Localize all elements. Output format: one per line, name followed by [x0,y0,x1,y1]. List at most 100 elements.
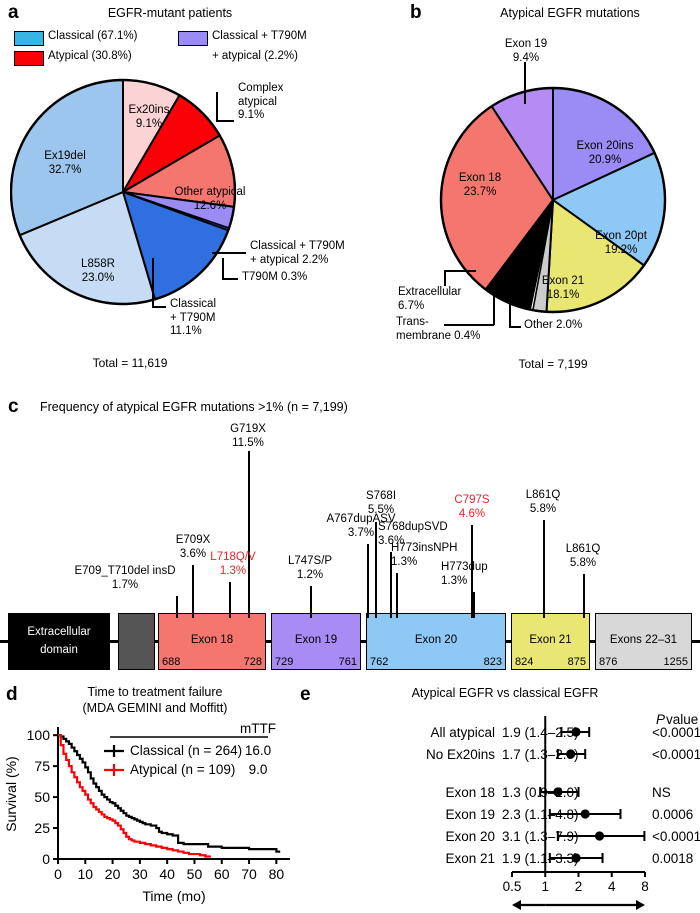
pie-a-label-t790m: T790M 0.3% [242,271,308,283]
forest-row-label: All atypical [430,725,495,740]
forest-row-point [566,749,576,759]
legend-swatch-classical-t790m-atypical [178,31,208,46]
panel-b-pie [437,80,667,320]
forest-p-header: P [656,712,665,727]
pie-a-leader-complex-h [216,120,234,122]
forest-xtick: 8 [641,879,649,894]
domain-exon-21-label: Exon 21 [529,634,572,646]
lollipop-stick-l861q-1 [543,520,545,618]
panel-d-letter: d [6,684,18,705]
legend-label-classical: Classical (67.1%) [48,30,138,42]
pie-b-label-transmembrane: Trans- membrane 0.4% [396,316,481,342]
panel-a-title: EGFR-mutant patients [107,6,233,20]
panel-b-total: Total = 7,199 [518,357,588,371]
forest-p-header-2: value [666,712,698,727]
panel-b-letter: b [410,2,422,23]
forest-xtick: 2 [575,879,583,894]
forest-xtick: 4 [608,879,616,894]
domain-transmembrane [118,613,155,670]
km-legend-header: mTTF [240,721,276,736]
domain-exon-19: Exon 19 729 761 [271,613,361,670]
pie-a-leader-ct-v [152,258,154,308]
pie-a-leader-t790m-v [222,258,224,280]
lollipop-stick-l861q-2 [583,574,585,618]
domain-exons-22-31: Exons 22–31 876 1255 [595,613,692,670]
forest-row-estimate: 1.7 (1.3–2.3) [502,747,579,762]
pie-b-leader-extracellular-h [444,270,476,272]
lollipop-stick-a767dupasv [367,544,369,618]
panel-a-total: Total = 11,619 [92,356,168,370]
pie-a-label-ex20ins: Ex20ins 9.1% [128,104,170,130]
panel-d-title-line1: Time to treatment failure [87,685,223,699]
pie-b-leader-transmembrane-v [493,290,495,325]
panel-e-title: Atypical EGFR vs classical EGFR [411,686,599,700]
domain-exon-21: Exon 21 824 875 [511,613,590,670]
mutation-label-h773insnph: H773insNPH 1.3% [391,542,458,568]
legend-label-classical-t790m-atypical-line2: + atypical (2.2%) [212,50,298,62]
km-legend-label-0: Classical (n = 264) [130,743,242,758]
forest-row-estimate: 1.9 (1.4–2.5) [502,725,579,740]
lollipop-stick-l747sp [310,586,312,618]
mutation-label-e709x: E709X 3.6% [175,534,211,560]
km-ytick: 100 [27,727,51,743]
forest-row-label: Exon 21 [445,851,495,866]
km-xtick: 60 [214,866,230,882]
panel-a-pie [10,75,240,320]
forest-row-estimate: 1.9 (1.1–3.3) [502,851,579,866]
lollipop-stick-g719x [248,451,250,618]
domain-extracellular: Extracellular domain [8,613,110,670]
km-ytick: 0 [42,851,50,867]
km-xtick: 80 [269,866,285,882]
mutation-label-e709-t710del-insd: E709_T710del insD 1.7% [74,565,176,591]
lollipop-stick-h773insnph [396,573,398,618]
panel-c-letter: c [8,396,19,417]
km-xtick: 50 [187,866,203,882]
km-ytick: 75 [34,758,50,774]
forest-row-point [594,831,605,841]
domain-exon-18: Exon 18 688 728 [158,613,266,670]
domain-exon-19-end: 761 [338,656,357,668]
pie-b-label-exon18: Exon 18 23.7% [458,172,502,198]
pie-a-leader-t790m-h [222,278,238,280]
pie-b-label-exon19: Exon 19 9.4% [504,38,548,64]
pie-a-label-ex19del: Ex19del 32.7% [44,150,86,176]
mutation-label-c797s: C797S 4.6% [454,494,490,520]
forest-row-estimate: 3.1 (1.3–7.9) [502,829,579,844]
km-xtick: 70 [241,866,257,882]
forest-row-point [571,727,581,737]
forest-xtick: 1 [541,879,549,894]
domain-exon-20-label: Exon 20 [414,634,458,646]
panel-d-chart: 0 25 50 75 100 0 10 20 30 40 50 60 70 80 Time (mo) Surv… [0,715,300,913]
domain-exon-21-start: 824 [515,656,534,668]
mutation-label-h773dup: H773dup 1.3% [441,561,488,587]
legend-label-classical-t790m-atypical-line1: Classical + T790M [212,30,307,42]
domain-extracellular-label1: Extracellular [27,626,91,638]
forest-row-estimate: 2.3 (1.1–4.8) [502,807,579,822]
forest-row-point [553,787,563,797]
lollipop-stick-h773dup [473,592,475,618]
pie-b-leader-transmembrane-h [444,324,494,326]
domain-exon-18-label: Exon 18 [190,634,234,646]
pie-a-label-other-atypical: Other atypical 12.6% [174,186,246,212]
pie-a-label-classical-t790m: Classical + T790M 11.1% [170,298,217,338]
km-ylabel: Survival (%) [3,756,19,831]
pie-b-label-other: Other 2.0% [524,319,583,331]
km-xtick: 30 [132,866,148,882]
pie-b-label-extracellular: Extracellular 6.7% [398,286,462,312]
forest-row-label: Exon 20 [445,829,495,844]
legend-swatch-atypical [14,51,44,66]
mutation-label-s768dupsvd: S768dupSVD 3.6% [378,521,448,547]
mutation-label-a767dupasv: A767dupASV 3.7% [326,513,396,539]
domain-exon-19-label: Exon 19 [294,634,338,646]
legend-label-atypical: Atypical (30.8%) [48,50,132,62]
forest-row-pvalue: <0.0001 [652,725,700,740]
km-xlabel: Time (mo) [142,888,205,904]
forest-row-pvalue: 0.0006 [652,807,693,822]
km-curve-1 [58,734,211,858]
panel-c-title: Frequency of atypical EGFR mutations >1%… [40,400,348,414]
domain-exon-20-start: 762 [370,656,389,668]
legend-swatch-classical [14,31,44,46]
pie-b-leader-exon19 [524,62,526,104]
panel-e-letter: e [300,684,311,705]
forest-row-label: Exon 19 [445,807,495,822]
